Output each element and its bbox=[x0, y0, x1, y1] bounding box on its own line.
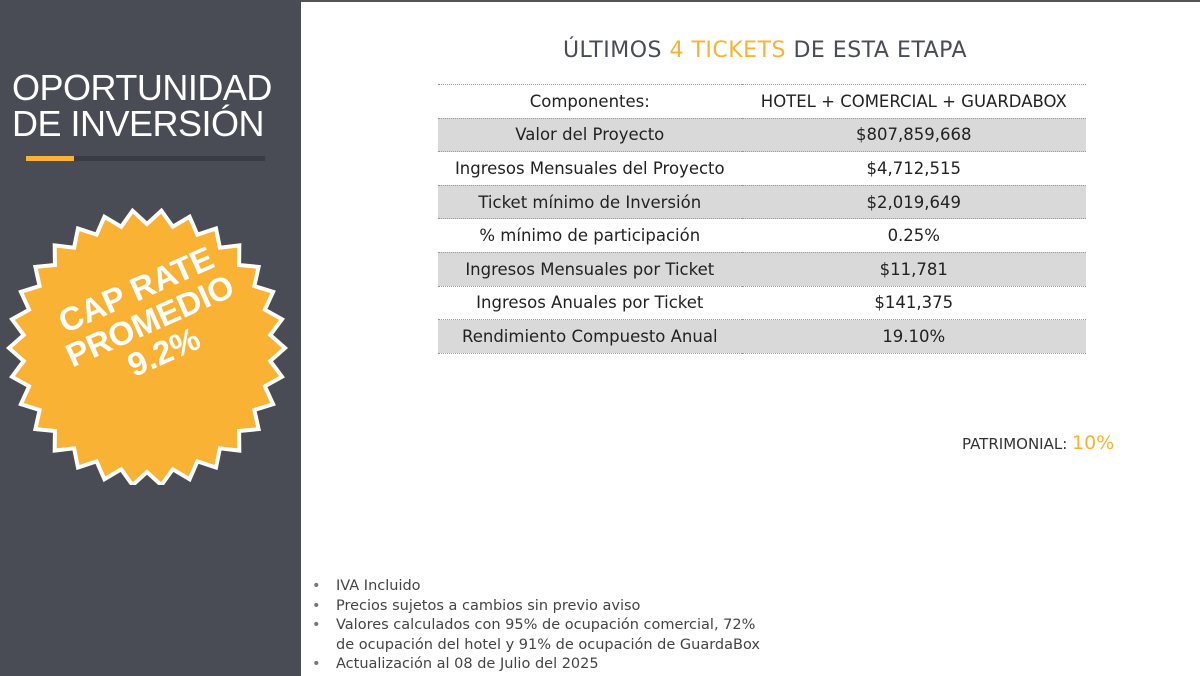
row-label: Ingresos Mensuales por Ticket bbox=[438, 251, 742, 287]
accent-bar bbox=[26, 156, 74, 161]
row-value: $11,781 bbox=[741, 251, 1086, 287]
patrimonial-value: 10% bbox=[1072, 432, 1115, 454]
row-value: 19.10% bbox=[741, 319, 1086, 354]
divider-bar bbox=[74, 156, 265, 161]
title-line: OPORTUNIDAD bbox=[12, 67, 272, 108]
row-value: $2,019,649 bbox=[741, 184, 1086, 219]
table-row: % mínimo de participación 0.25% bbox=[438, 218, 1086, 253]
note-item-continued: de ocupación del hotel y 91% de ocupació… bbox=[336, 636, 760, 653]
notes-list: IVA Incluido Precios sujetos a cambios s… bbox=[312, 577, 760, 675]
note-item: IVA Incluido bbox=[312, 577, 760, 597]
table-row: Rendimiento Compuesto Anual 19.10% bbox=[438, 319, 1086, 354]
page-title: OPORTUNIDAD DE INVERSIÓN bbox=[12, 70, 272, 142]
row-label: Valor del Proyecto bbox=[438, 117, 742, 152]
row-value: $807,859,668 bbox=[741, 117, 1086, 152]
investment-table: Componentes: HOTEL + COMERCIAL + GUARDABO… bbox=[438, 84, 1086, 354]
row-value: $141,375 bbox=[741, 285, 1086, 320]
heading-accent: 4 TICKETS bbox=[669, 38, 786, 63]
table-row: Valor del Proyecto $807,859,668 bbox=[438, 117, 1086, 152]
row-label: Rendimiento Compuesto Anual bbox=[438, 319, 742, 354]
note-item: Precios sujetos a cambios sin previo avi… bbox=[312, 597, 760, 617]
row-label: Ticket mínimo de Inversión bbox=[438, 184, 742, 219]
note-item: Actualización al 08 de Julio del 2025 bbox=[312, 655, 760, 675]
note-item: Valores calculados con 95% de ocupación … bbox=[312, 616, 760, 636]
row-value: HOTEL + COMERCIAL + GUARDABOX bbox=[741, 84, 1086, 119]
row-label: % mínimo de participación bbox=[438, 218, 742, 253]
title-line: DE INVERSIÓN bbox=[12, 103, 265, 144]
table-row: Ingresos Anuales por Ticket $141,375 bbox=[438, 285, 1086, 320]
row-value: $4,712,515 bbox=[741, 151, 1086, 186]
top-border bbox=[0, 0, 1200, 2]
patrimonial-label: PATRIMONIAL: bbox=[962, 435, 1073, 453]
heading-text: DE ESTA ETAPA bbox=[785, 38, 968, 63]
table-row: Ingresos Mensuales por Ticket $11,781 bbox=[438, 251, 1086, 287]
heading-text: ÚLTIMOS bbox=[562, 38, 670, 63]
row-value: 0.25% bbox=[741, 218, 1086, 253]
row-label: Componentes: bbox=[438, 84, 742, 119]
row-label: Ingresos Anuales por Ticket bbox=[438, 285, 742, 320]
row-label: Ingresos Mensuales del Proyecto bbox=[438, 151, 742, 186]
patrimonial: PATRIMONIAL: 10% bbox=[962, 432, 1114, 454]
table-row: Ingresos Mensuales del Proyecto $4,712,51… bbox=[438, 151, 1086, 186]
section-heading: ÚLTIMOS 4 TICKETS DE ESTA ETAPA bbox=[440, 38, 1090, 63]
sidebar: OPORTUNIDAD DE INVERSIÓN CAP RATE PROMEDI… bbox=[0, 0, 301, 676]
table-row: Componentes: HOTEL + COMERCIAL + GUARDABO… bbox=[438, 84, 1086, 119]
starburst-shape bbox=[5, 207, 289, 485]
table-row: Ticket mínimo de Inversión $2,019,649 bbox=[438, 184, 1086, 219]
starburst-badge-icon bbox=[5, 207, 289, 485]
